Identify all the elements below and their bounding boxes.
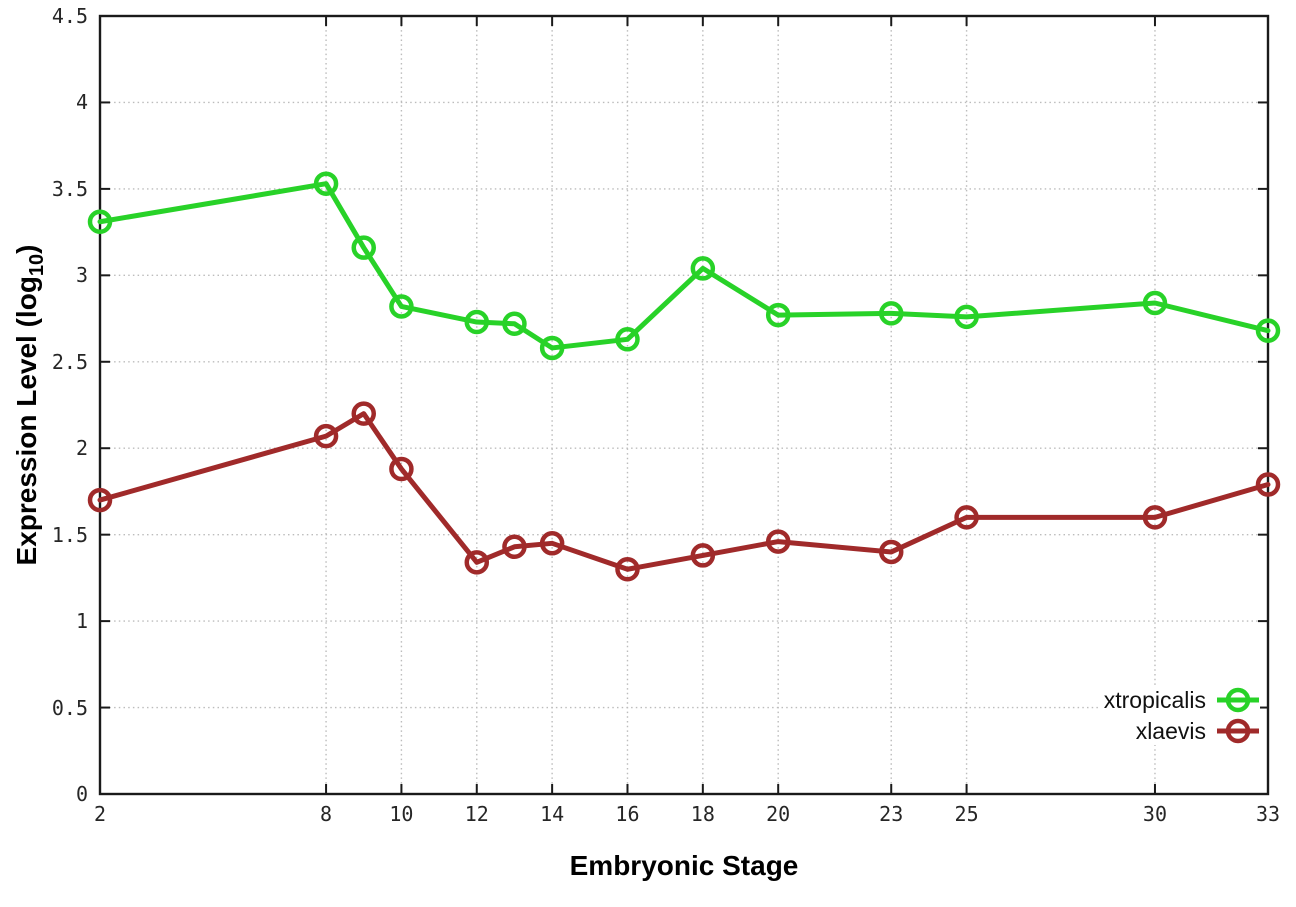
y-tick-label: 3 — [75, 263, 88, 288]
data-point-xtropicalis — [1255, 318, 1281, 343]
data-point-xlaevis — [878, 539, 904, 565]
y-tick-label: 3.5 — [51, 176, 88, 201]
data-point-xlaevis — [87, 487, 113, 513]
x-tick-label: 20 — [766, 802, 791, 826]
legend-marker-icon — [1217, 687, 1259, 713]
y-tick-label: 2.5 — [51, 349, 88, 374]
data-point-xlaevis — [1142, 505, 1168, 530]
data-point-xtropicalis — [690, 256, 716, 281]
data-point-xtropicalis — [313, 171, 339, 196]
series-line-xtropicalis — [97, 181, 1271, 351]
legend: xtropicalis xlaevis — [1097, 686, 1260, 745]
y-tick-label: 0.5 — [51, 695, 88, 720]
legend-marker-icon — [1217, 718, 1259, 744]
x-tick-label: 18 — [690, 802, 715, 826]
data-point-xtropicalis — [464, 309, 490, 335]
y-tick-label: 1.5 — [51, 522, 88, 547]
x-tick-label: 2 — [93, 802, 107, 826]
data-point-xlaevis — [502, 534, 527, 560]
data-point-xlaevis — [690, 543, 716, 568]
data-point-xlaevis — [389, 456, 414, 482]
x-tick-label: 33 — [1255, 802, 1281, 826]
data-point-xlaevis — [1255, 472, 1281, 497]
x-tick-label: 8 — [320, 802, 333, 826]
y-tick-label: 4 — [75, 90, 88, 115]
legend-row-xtropicalis: xtropicalis — [1104, 686, 1260, 714]
data-point-xtropicalis — [615, 327, 640, 352]
legend-label-xtropicalis: xtropicalis — [1103, 686, 1206, 713]
data-point-xlaevis — [765, 529, 791, 554]
plot-border — [98, 14, 1270, 796]
x-tick-label: 12 — [464, 802, 489, 826]
data-point-xtropicalis — [878, 301, 904, 326]
data-point-xtropicalis — [87, 209, 113, 234]
x-tick-label: 25 — [954, 802, 979, 826]
legend-row-xlaevis: xlaevis — [1136, 717, 1260, 745]
series-line-xlaevis — [97, 411, 1271, 572]
data-point-xlaevis — [351, 401, 376, 426]
y-tick-label: 4.5 — [51, 4, 88, 28]
data-point-xtropicalis — [502, 311, 527, 336]
y-tick-label: 1 — [75, 609, 88, 634]
data-point-xlaevis — [313, 423, 339, 449]
data-point-xtropicalis — [1142, 290, 1168, 316]
y-tick-label: 2 — [75, 436, 88, 461]
data-point-xlaevis — [539, 531, 565, 556]
data-point-xtropicalis — [539, 335, 565, 361]
data-point-xtropicalis — [954, 304, 979, 330]
data-point-xlaevis — [615, 556, 640, 582]
x-tick-label: 30 — [1142, 802, 1167, 826]
x-tick-label: 23 — [879, 802, 904, 826]
y-tick-label: 0 — [75, 782, 88, 806]
data-point-xlaevis — [954, 505, 979, 530]
y-axis-title: Expression Level (log10) — [11, 245, 49, 566]
data-point-xlaevis — [464, 550, 490, 575]
legend-label-xlaevis: xlaevis — [1135, 717, 1206, 744]
x-tick-label: 14 — [540, 802, 565, 826]
x-tick-label: 16 — [615, 802, 640, 826]
x-axis-title: Embryonic Stage — [569, 850, 799, 881]
data-point-xtropicalis — [351, 235, 376, 260]
data-point-xtropicalis — [765, 302, 791, 328]
y-axis-title-close: ) — [11, 244, 43, 254]
x-tick-label: 10 — [389, 802, 414, 826]
data-point-xtropicalis — [389, 294, 414, 319]
